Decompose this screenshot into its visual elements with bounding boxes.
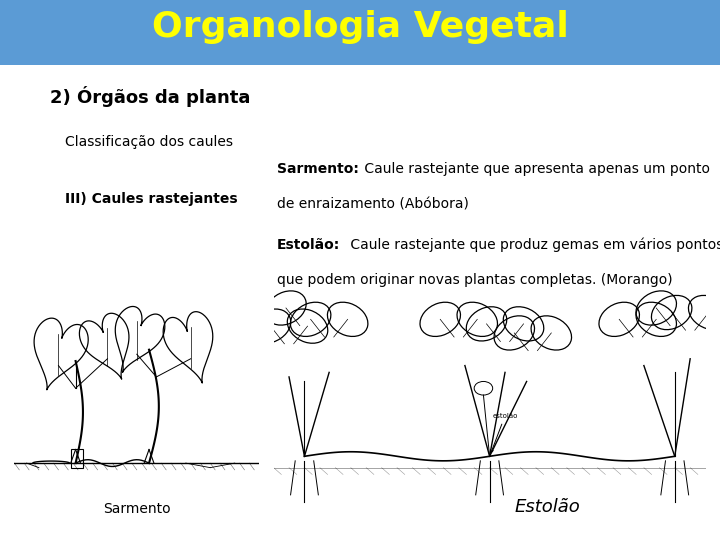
- Text: III) Caules rastejantes: III) Caules rastejantes: [65, 192, 238, 206]
- Text: Sarmento: Sarmento: [103, 502, 171, 516]
- Text: que podem originar novas plantas completas. (Morango): que podem originar novas plantas complet…: [277, 273, 672, 287]
- Text: Caule rastejante que produz gemas em vários pontos: Caule rastejante que produz gemas em vár…: [346, 238, 720, 252]
- Text: Classificação dos caules: Classificação dos caules: [65, 135, 233, 149]
- Text: Caule rastejante que apresenta apenas um ponto: Caule rastejante que apresenta apenas um…: [360, 162, 710, 176]
- FancyBboxPatch shape: [0, 0, 720, 65]
- Text: de enraizamento (Abóbora): de enraizamento (Abóbora): [277, 197, 469, 211]
- Text: Estolão: Estolão: [514, 498, 580, 516]
- Text: Estolão:: Estolão:: [277, 238, 341, 252]
- Bar: [71, 449, 83, 468]
- Text: 2) Órgãos da planta: 2) Órgãos da planta: [50, 86, 251, 107]
- Text: Sarmento:: Sarmento:: [277, 162, 359, 176]
- Text: Organologia Vegetal: Organologia Vegetal: [152, 10, 568, 44]
- Text: estolão: estolão: [490, 413, 518, 453]
